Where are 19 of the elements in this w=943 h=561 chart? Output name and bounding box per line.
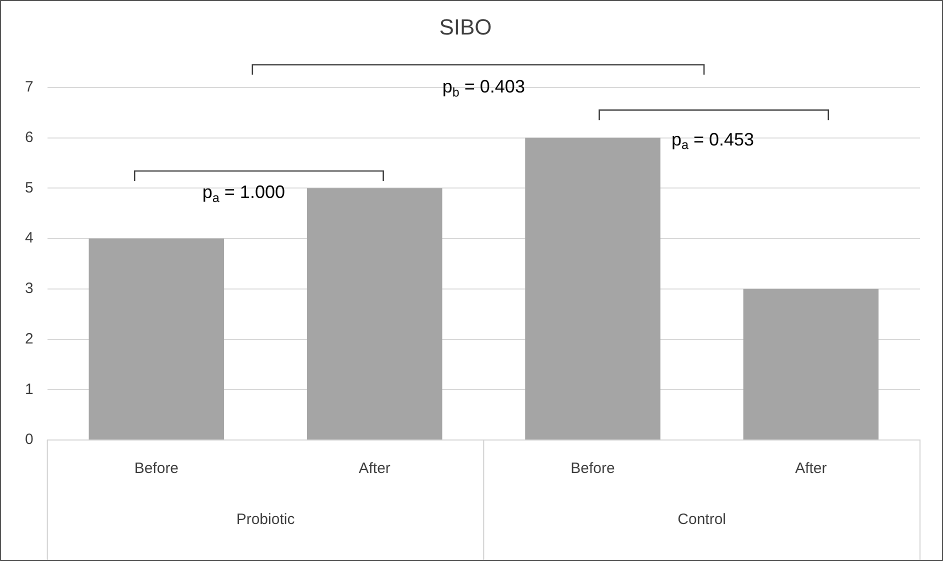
y-tick-label: 3 bbox=[25, 280, 34, 298]
y-tick-label: 0 bbox=[25, 431, 34, 448]
bar bbox=[306, 188, 442, 440]
y-tick-label: 4 bbox=[25, 230, 34, 247]
chart-title: SIBO bbox=[439, 14, 492, 40]
bar bbox=[88, 238, 224, 440]
y-tick-label: 5 bbox=[25, 179, 34, 196]
x-tick-label: After bbox=[795, 460, 827, 478]
text: Probiotic bbox=[236, 511, 296, 528]
x-tick-label: Before bbox=[134, 460, 179, 478]
bar bbox=[743, 288, 879, 440]
y-tick-label: 1 bbox=[25, 380, 34, 398]
x-tick-label: Before bbox=[570, 460, 615, 478]
x-tick-label: After bbox=[358, 460, 390, 478]
y-tick-label: 7 bbox=[25, 78, 34, 96]
bar bbox=[525, 138, 660, 440]
y-tick-label: 2 bbox=[25, 330, 34, 348]
y-tick-label: 6 bbox=[25, 128, 34, 146]
text: Control bbox=[678, 511, 726, 528]
